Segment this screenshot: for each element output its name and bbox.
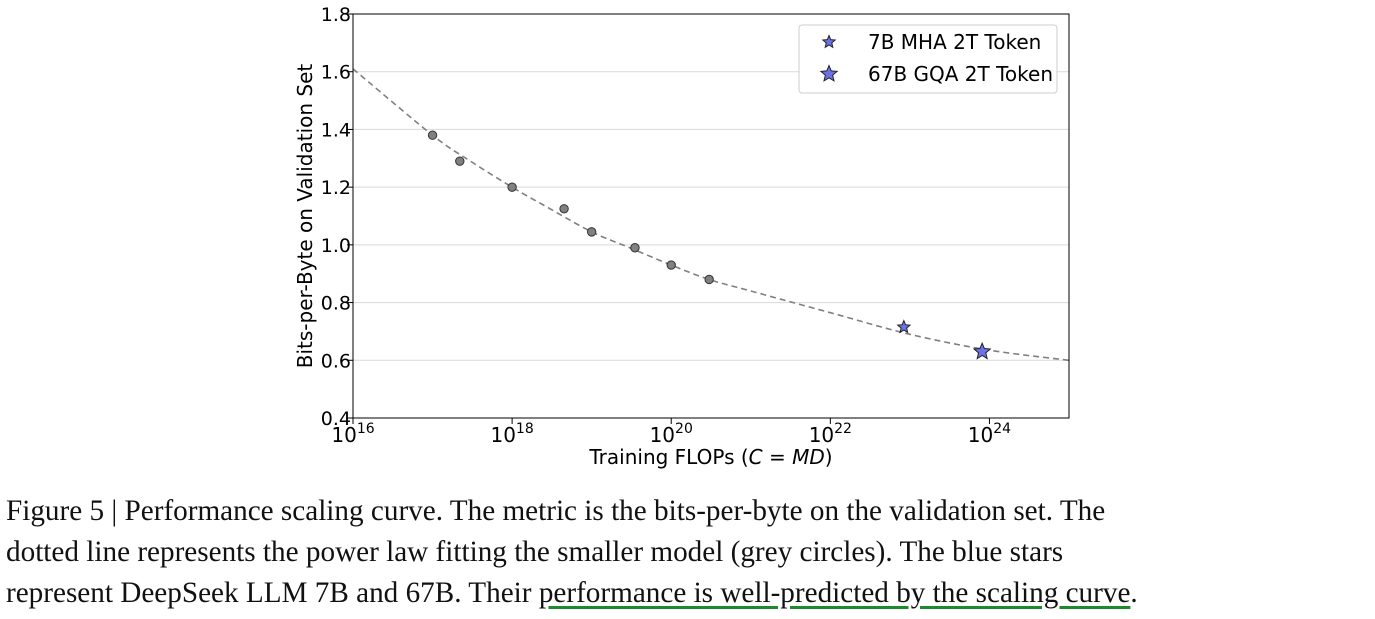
x-tick-label: 1016 xyxy=(331,421,374,447)
legend: 7B MHA 2T Token 67B GQA 2T Token xyxy=(798,24,1058,94)
caption-line-3-start: represent DeepSeek LLM 7B and 67B. Their xyxy=(6,577,539,609)
small-model-point xyxy=(630,243,640,253)
caption-line-3-end: . xyxy=(1130,577,1138,609)
x-axis-label: Training FLOPs (C = MD) xyxy=(588,445,832,469)
x-axis-label-var-c: C xyxy=(749,445,763,469)
small-model-point xyxy=(586,227,597,237)
small-model-point xyxy=(427,130,438,140)
small-model-point xyxy=(666,260,676,270)
scaling-chart: 0.4 0.6 0.8 1.0 1.2 1.4 1.6 1.8 1016 1018 1020 102… xyxy=(293,4,1070,469)
caption-underlined-phrase: performance is well-predicted by the sca… xyxy=(538,577,1131,609)
star-67b-gqa xyxy=(972,341,992,360)
x-tick-label: 1018 xyxy=(490,421,533,447)
y-tick-label: 1.8 xyxy=(321,4,351,26)
grid-lines xyxy=(353,13,1069,419)
small-model-point xyxy=(455,156,465,166)
y-axis-ticks: 0.4 0.6 0.8 1.0 1.2 1.4 1.6 1.8 xyxy=(321,4,353,430)
x-axis-label-equals: = xyxy=(763,445,792,469)
x-tick-label: 1024 xyxy=(968,421,1011,447)
y-tick-label: 1.0 xyxy=(321,235,351,257)
power-law-fit-curve xyxy=(352,68,1070,362)
caption-line-1: Figure 5 | Performance scaling curve. Th… xyxy=(6,495,1106,527)
x-axis-label-prefix: Training FLOPs ( xyxy=(588,445,748,469)
caption-line-3: represent DeepSeek LLM 7B and 67B. Their… xyxy=(6,573,1371,614)
fit-curve-layer xyxy=(352,68,1070,362)
small-model-point xyxy=(704,274,714,285)
legend-box xyxy=(798,24,1058,94)
legend-marker-7b xyxy=(821,34,837,49)
y-tick-label: 0.6 xyxy=(321,350,351,372)
data-points-layer xyxy=(427,130,992,360)
x-axis-label-suffix: ) xyxy=(825,445,833,469)
plot-frame xyxy=(352,13,1070,419)
x-tick-label: 1022 xyxy=(809,421,852,447)
y-tick-label: 0.4 xyxy=(321,408,351,430)
x-tick-label: 1020 xyxy=(650,421,693,447)
y-tick-label: 0.8 xyxy=(321,293,351,315)
legend-label-7b: 7B MHA 2T Token xyxy=(868,30,1041,54)
x-axis-label-var-md: MD xyxy=(792,445,825,469)
figure-caption: Figure 5 | Performance scaling curve. Th… xyxy=(6,491,1371,614)
legend-marker-67b xyxy=(819,64,839,82)
y-tick-label: 1.2 xyxy=(321,177,351,199)
y-tick-label: 1.4 xyxy=(321,119,351,141)
small-model-point xyxy=(507,182,517,192)
caption-line-2: dotted line represents the power law fit… xyxy=(6,536,1064,568)
y-tick-label: 1.6 xyxy=(321,62,351,84)
y-axis-label: Bits-per-Byte on Validation Set xyxy=(293,64,317,369)
small-model-point xyxy=(559,204,569,214)
legend-label-67b: 67B GQA 2T Token xyxy=(868,62,1053,86)
x-axis-ticks: 1016 1018 1020 1022 1024 xyxy=(331,418,1011,447)
star-7b-mha xyxy=(896,319,912,334)
